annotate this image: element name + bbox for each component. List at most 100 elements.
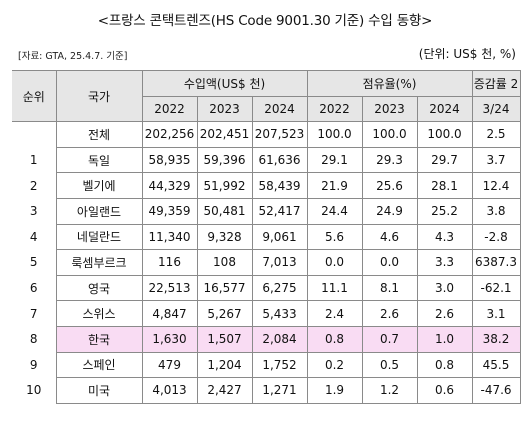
country-cell: 룩셈부르크 (55, 249, 143, 276)
change-cell: 45.5 (471, 351, 521, 379)
import-2022-cell: 44,329 (141, 172, 198, 199)
import-2022-cell: 22,513 (141, 274, 198, 302)
table-row: 4 네덜란드 11,340 9,328 9,061 5.6 4.6 4.3 -2.8 (12, 223, 521, 251)
share-2022-cell: 29.1 (306, 146, 363, 174)
share-2024-cell: 1.0 (416, 325, 473, 353)
rank-cell: 6 (12, 275, 57, 301)
share-2024-cell: 0.6 (416, 377, 473, 404)
import-2024-cell: 1,752 (251, 351, 308, 379)
header-import-amount: 수입액(US$ 천) (141, 70, 308, 97)
rank-cell: 3 (12, 198, 57, 225)
import-2024-cell: 7,013 (251, 249, 308, 276)
table-row: 7 스위스 4,847 5,267 5,433 2.4 2.6 2.6 3.1 (12, 300, 521, 327)
header-change-line1: 증감률 2 (471, 70, 521, 97)
rank-cell: 10 (12, 377, 57, 404)
share-2024-cell: 4.3 (416, 223, 473, 251)
header-year: 2022 (306, 95, 363, 123)
country-cell: 벨기에 (55, 172, 143, 199)
header-country: 국가 (55, 69, 143, 123)
share-2024-cell: 29.7 (416, 146, 473, 174)
share-2024-cell: 0.8 (416, 351, 473, 379)
table-row: 전체 202,256 202,451 207,523 100.0 100.0 100.0 2.… (12, 121, 521, 148)
import-2022-cell: 1,630 (141, 325, 198, 353)
import-2024-cell: 9,061 (251, 223, 308, 251)
import-2022-cell: 479 (141, 351, 198, 379)
header-year: 2023 (196, 95, 253, 123)
import-2022-cell: 4,013 (141, 377, 198, 404)
share-2022-cell: 24.4 (306, 197, 363, 225)
share-2022-cell: 0.2 (306, 351, 363, 379)
document-title: <프랑스 콘택트렌즈(HS Code 9001.30 기준) 수입 동향> (97, 13, 433, 29)
share-2023-cell: 2.6 (361, 300, 418, 327)
import-2023-cell: 1,204 (196, 351, 253, 379)
change-cell: 38.2 (471, 325, 521, 353)
table-row: 8 한국 1,630 1,507 2,084 0.8 0.7 1.0 38.2 (12, 325, 521, 353)
import-2022-cell: 11,340 (141, 223, 198, 251)
change-cell: 3.8 (471, 197, 521, 225)
import-2024-cell: 6,275 (251, 274, 308, 302)
share-2022-cell: 5.6 (306, 223, 363, 251)
share-2023-cell: 1.2 (361, 377, 418, 404)
country-cell: 한국 (55, 325, 143, 353)
country-cell: 스위스 (55, 300, 143, 327)
import-2023-cell: 51,992 (196, 172, 253, 199)
share-2023-cell: 25.6 (361, 172, 418, 199)
table-row: 2 벨기에 44,329 51,992 58,439 21.9 25.6 28.1 12.4 (12, 172, 521, 199)
header-rank: 순위 (12, 69, 57, 123)
import-2024-cell: 207,523 (251, 121, 308, 148)
import-2024-cell: 2,084 (251, 325, 308, 353)
country-cell: 미국 (55, 377, 143, 404)
share-2024-cell: 3.0 (416, 274, 473, 302)
table-row: 1 독일 58,935 59,396 61,636 29.1 29.3 29.7 3.7 (12, 146, 521, 174)
change-cell: 6387.3 (471, 249, 521, 276)
share-2022-cell: 11.1 (306, 274, 363, 302)
import-2023-cell: 5,267 (196, 300, 253, 327)
share-2022-cell: 1.9 (306, 377, 363, 404)
import-table: 순위 국가 수입액(US$ 천) 점유율(%) 증감률 2 2022 2023 … (12, 69, 521, 404)
change-cell: 3.7 (471, 146, 521, 174)
rank-cell: 2 (12, 172, 57, 199)
import-2022-cell: 116 (141, 249, 198, 276)
table-row: 3 아일랜드 49,359 50,481 52,417 24.4 24.9 25.2 3.8 (12, 197, 521, 225)
rank-cell: 5 (12, 249, 57, 276)
import-2024-cell: 52,417 (251, 197, 308, 225)
table-row: 5 룩셈부르크 116 108 7,013 0.0 0.0 3.3 6387.3 (12, 249, 521, 276)
change-cell: 3.1 (471, 300, 521, 327)
table-row: 9 스페인 479 1,204 1,752 0.2 0.5 0.8 45.5 (12, 351, 521, 379)
table-body: 전체 202,256 202,451 207,523 100.0 100.0 100.0 2.… (12, 121, 521, 404)
share-2023-cell: 0.5 (361, 351, 418, 379)
rank-cell (12, 121, 57, 148)
country-cell: 아일랜드 (55, 197, 143, 225)
share-2022-cell: 0.0 (306, 249, 363, 276)
import-2023-cell: 202,451 (196, 121, 253, 148)
share-2022-cell: 2.4 (306, 300, 363, 327)
share-2022-cell: 0.8 (306, 325, 363, 353)
import-2023-cell: 59,396 (196, 146, 253, 174)
header-year: 2023 (361, 95, 418, 123)
import-2023-cell: 50,481 (196, 197, 253, 225)
change-cell: -2.8 (471, 223, 521, 251)
share-2022-cell: 100.0 (306, 121, 363, 148)
share-2023-cell: 0.0 (361, 249, 418, 276)
import-2023-cell: 9,328 (196, 223, 253, 251)
header-year: 2024 (416, 95, 473, 123)
rank-cell: 7 (12, 300, 57, 327)
share-2024-cell: 25.2 (416, 197, 473, 225)
import-2023-cell: 108 (196, 249, 253, 276)
import-2024-cell: 1,271 (251, 377, 308, 404)
import-2023-cell: 1,507 (196, 325, 253, 353)
share-2023-cell: 29.3 (361, 146, 418, 174)
share-2023-cell: 0.7 (361, 325, 418, 353)
share-2022-cell: 21.9 (306, 172, 363, 199)
share-2023-cell: 24.9 (361, 197, 418, 225)
import-2022-cell: 49,359 (141, 197, 198, 225)
country-cell: 네덜란드 (55, 223, 143, 251)
change-cell: 2.5 (471, 121, 521, 148)
share-2024-cell: 3.3 (416, 249, 473, 276)
import-2022-cell: 202,256 (141, 121, 198, 148)
change-cell: -62.1 (471, 274, 521, 302)
source-note: [자료: GTA, 25.4.7. 기준] (18, 51, 128, 62)
country-cell: 독일 (55, 146, 143, 174)
share-2023-cell: 4.6 (361, 223, 418, 251)
